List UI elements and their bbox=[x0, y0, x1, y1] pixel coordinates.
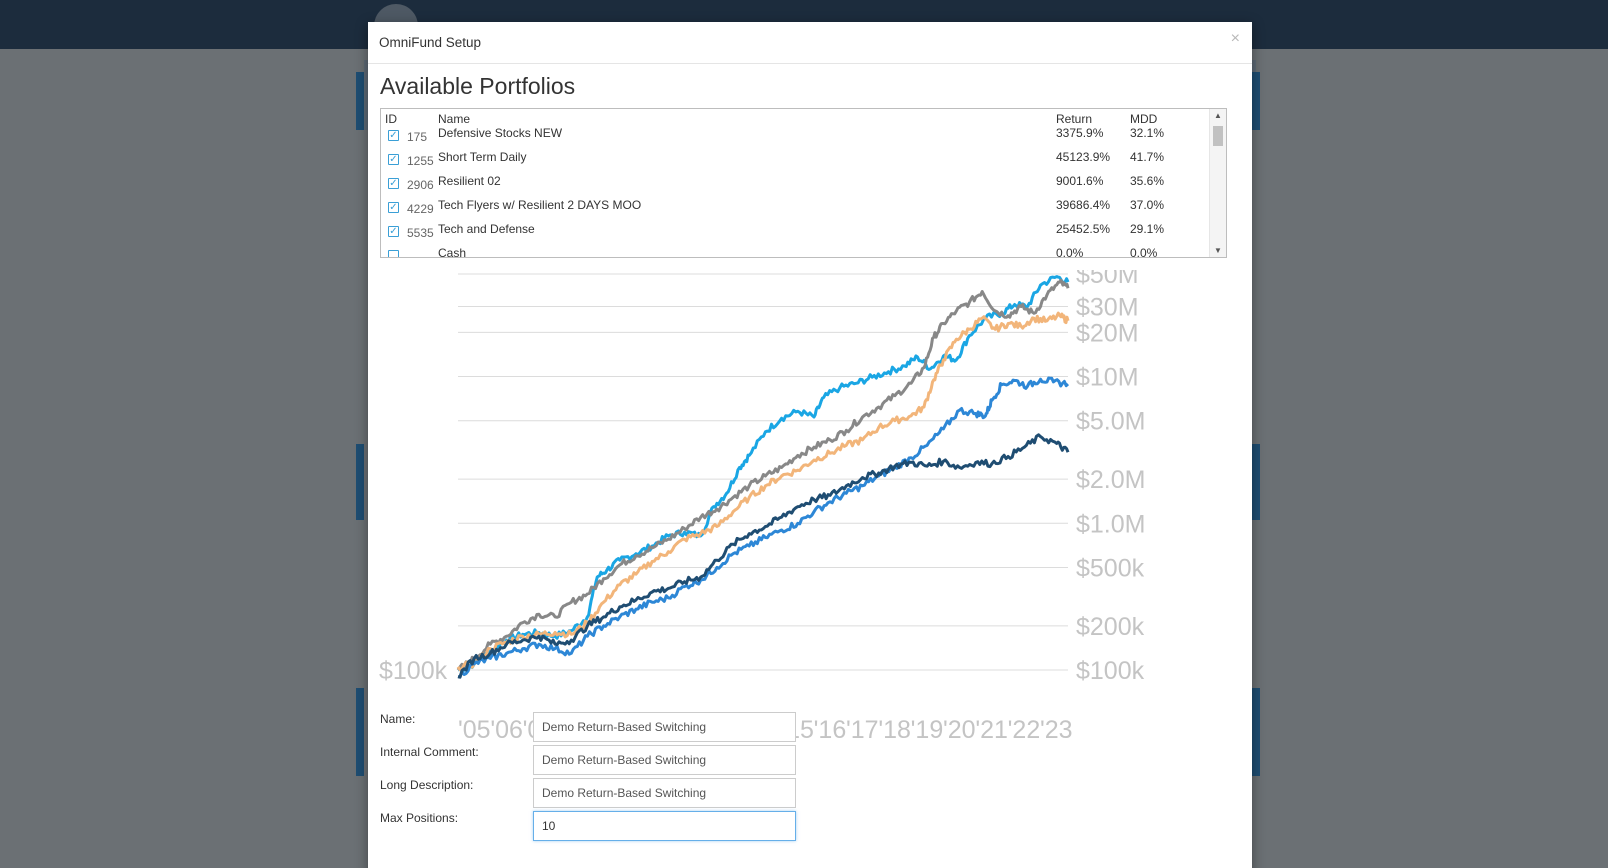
portfolio-mdd: 41.7% bbox=[1130, 150, 1165, 164]
section-title: Available Portfolios bbox=[380, 73, 576, 99]
checkbox-checked-icon[interactable]: ✓ bbox=[388, 202, 399, 213]
portfolio-name: Cash bbox=[438, 246, 467, 258]
column-header-mdd[interactable]: MDD bbox=[1130, 112, 1158, 126]
column-header-name[interactable]: Name bbox=[438, 112, 471, 126]
x-tick-label: '16 bbox=[814, 716, 847, 744]
table-scrollbar[interactable]: ▲ ▼ bbox=[1209, 109, 1226, 257]
table-row[interactable]: ✓ 1255 Short Term Daily 45123.9% 41.7% bbox=[381, 150, 1209, 175]
y-left-label: $100k bbox=[379, 657, 448, 685]
max-positions-label: Max Positions: bbox=[380, 811, 459, 825]
portfolio-mdd: 35.6% bbox=[1130, 174, 1165, 188]
y-tick-label: $20M bbox=[1076, 319, 1139, 347]
internal-comment-field[interactable] bbox=[533, 745, 796, 775]
portfolio-return: 45123.9% bbox=[1056, 150, 1111, 164]
checkbox-checked-icon[interactable]: ✓ bbox=[388, 130, 399, 141]
x-tick-label: '20 bbox=[943, 716, 976, 744]
checkbox-unchecked-icon[interactable] bbox=[388, 250, 399, 257]
x-tick-label: '05 bbox=[458, 716, 491, 744]
portfolio-name: Short Term Daily bbox=[438, 150, 527, 164]
scroll-down-icon[interactable]: ▼ bbox=[1214, 246, 1222, 255]
background-strip bbox=[1252, 444, 1260, 520]
background-strip bbox=[1252, 688, 1260, 776]
x-tick-label: '06 bbox=[490, 716, 523, 744]
y-tick-label: $10M bbox=[1076, 364, 1139, 392]
portfolio-mdd: 29.1% bbox=[1130, 222, 1165, 236]
scrollbar-thumb[interactable] bbox=[1213, 126, 1223, 146]
x-tick-label: '18 bbox=[878, 716, 911, 744]
portfolio-id: 175 bbox=[407, 130, 428, 144]
table-row[interactable]: ✓ 5535 Tech and Defense 25452.5% 29.1% bbox=[381, 222, 1209, 247]
portfolio-id: 2906 bbox=[407, 178, 434, 192]
portfolio-mdd: 37.0% bbox=[1130, 198, 1165, 212]
background-strip bbox=[356, 444, 364, 520]
series-line bbox=[457, 275, 1070, 672]
name-field[interactable] bbox=[533, 712, 796, 742]
chart-axis-labels: $100k $200k $500k $1.0M $2.0M $5.0M $10M $20M$3… bbox=[379, 270, 1145, 744]
table-header: ID Name Return MDD bbox=[381, 112, 1209, 126]
portfolio-id: 1255 bbox=[407, 154, 434, 168]
name-label: Name: bbox=[380, 712, 416, 726]
series-line bbox=[457, 376, 1070, 679]
y-tick-label: $500k bbox=[1076, 554, 1145, 582]
y-tick-label: $1.0M bbox=[1076, 510, 1145, 538]
portfolio-return: 25452.5% bbox=[1056, 222, 1111, 236]
portfolio-id: 4229 bbox=[407, 202, 434, 216]
table-row[interactable]: ✓ 4229 Tech Flyers w/ Resilient 2 DAYS M… bbox=[381, 198, 1209, 223]
checkbox-checked-icon[interactable]: ✓ bbox=[388, 178, 399, 189]
portfolio-name: Resilient 02 bbox=[438, 174, 501, 188]
chart-series bbox=[456, 275, 1070, 679]
column-header-id[interactable]: ID bbox=[385, 112, 397, 126]
portfolio-mdd: 0.0% bbox=[1130, 246, 1158, 258]
y-tick-label: $50M bbox=[1076, 270, 1139, 289]
background-strip bbox=[356, 688, 364, 776]
series-line bbox=[457, 433, 1070, 679]
internal-comment-label: Internal Comment: bbox=[380, 745, 479, 759]
x-tick-label: '23 bbox=[1040, 716, 1073, 744]
series-line bbox=[456, 278, 1070, 671]
table-row[interactable]: ✓ 2906 Resilient 02 9001.6% 35.6% bbox=[381, 174, 1209, 199]
y-tick-label: $200k bbox=[1076, 613, 1145, 641]
long-description-field[interactable] bbox=[533, 778, 796, 808]
portfolio-name: Tech Flyers w/ Resilient 2 DAYS MOO bbox=[438, 198, 642, 212]
x-tick-label: '22 bbox=[1008, 716, 1041, 744]
series-line bbox=[456, 311, 1070, 672]
modal-title: OmniFund Setup bbox=[379, 35, 482, 50]
long-description-label: Long Description: bbox=[380, 778, 474, 792]
background-strip bbox=[1252, 72, 1260, 130]
table-row[interactable]: Cash 0.0% 0.0% bbox=[381, 246, 1209, 258]
y-tick-label: $2.0M bbox=[1076, 466, 1145, 494]
checkbox-checked-icon[interactable]: ✓ bbox=[388, 154, 399, 165]
checkbox-checked-icon[interactable]: ✓ bbox=[388, 226, 399, 237]
performance-chart: $100k $200k $500k $1.0M $2.0M $5.0M $10M $20M$3… bbox=[379, 270, 1145, 744]
max-positions-field[interactable] bbox=[533, 811, 796, 841]
table-row[interactable]: ✓ 175 Defensive Stocks NEW 3375.9% 32.1% bbox=[381, 126, 1209, 151]
modal-header: OmniFund Setup × bbox=[368, 22, 1252, 64]
portfolio-return: 9001.6% bbox=[1056, 174, 1104, 188]
x-tick-label: '21 bbox=[975, 716, 1008, 744]
omnifund-setup-modal: OmniFund Setup × Available Portfolios ID… bbox=[368, 22, 1252, 868]
chart-gridlines bbox=[458, 273, 1068, 671]
y-tick-label: $100k bbox=[1076, 657, 1145, 685]
portfolio-return: 39686.4% bbox=[1056, 198, 1111, 212]
x-tick-label: '17 bbox=[846, 716, 879, 744]
column-header-return[interactable]: Return bbox=[1056, 112, 1093, 126]
portfolio-name: Tech and Defense bbox=[438, 222, 535, 236]
x-tick-label: '19 bbox=[911, 716, 944, 744]
scroll-up-icon[interactable]: ▲ bbox=[1214, 111, 1222, 120]
portfolio-name: Defensive Stocks NEW bbox=[438, 126, 563, 140]
portfolio-id: 5535 bbox=[407, 226, 434, 240]
close-icon[interactable]: × bbox=[1230, 30, 1240, 47]
portfolio-mdd: 32.1% bbox=[1130, 126, 1165, 140]
portfolio-table[interactable]: ID Name Return MDD ✓ 175 Defensive Stock… bbox=[380, 108, 1227, 258]
background-strip bbox=[356, 72, 364, 130]
y-tick-label: $30M bbox=[1076, 294, 1139, 322]
portfolio-return: 3375.9% bbox=[1056, 126, 1104, 140]
portfolio-return: 0.0% bbox=[1056, 246, 1084, 258]
y-tick-label: $5.0M bbox=[1076, 408, 1145, 436]
